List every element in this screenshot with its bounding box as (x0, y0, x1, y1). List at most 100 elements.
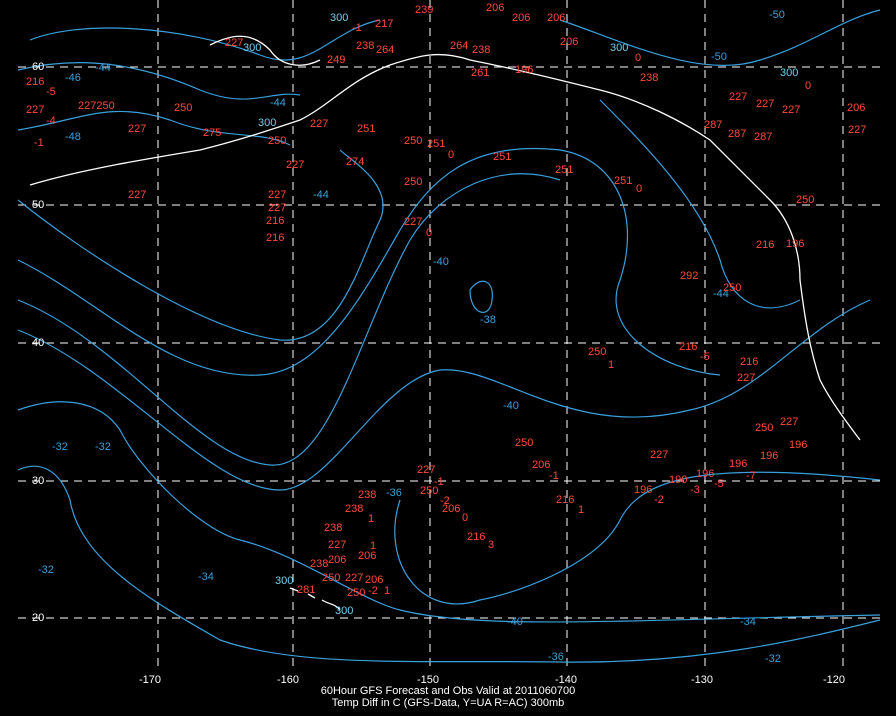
subtitle: Temp Diff in C (GFS-Data, Y=UA R=AC) 300… (332, 697, 565, 709)
station-label: 206 (328, 554, 346, 566)
station-label: 227 (328, 539, 346, 551)
station-label: 250 (755, 422, 773, 434)
station-label: 239 (415, 4, 433, 16)
station-label: -4 (46, 115, 56, 127)
station-label: 216 (266, 232, 284, 244)
station-label: 238 (324, 522, 342, 534)
station-label: 216 (26, 76, 44, 88)
contour-label: -44 (713, 288, 729, 300)
station-label: 249 (327, 54, 345, 66)
station-label: 196 (760, 450, 778, 462)
station-label: 238 (640, 72, 658, 84)
contour-label: -50 (711, 51, 727, 63)
station-label: -1 (352, 22, 362, 34)
station-label: 287 (728, 128, 746, 140)
station-label: -7 (746, 470, 756, 482)
station-label: 300 (330, 12, 348, 24)
contour-label: -38 (480, 314, 496, 326)
station-label: 274 (346, 156, 364, 168)
station-label: 206 (532, 459, 550, 471)
lon-label: -170 (139, 674, 161, 686)
station-label: 287 (704, 119, 722, 131)
station-label: 227 (345, 572, 363, 584)
station-label: -1 (34, 137, 44, 149)
station-label: 227 (310, 118, 328, 130)
station-label: -2 (654, 494, 664, 506)
station-label: 216 (266, 215, 284, 227)
station-label: 300 (243, 42, 261, 54)
station-label: 251 (357, 123, 375, 135)
lat-label: 50 (32, 199, 44, 211)
station-label: 0 (462, 512, 468, 524)
station-label: 250 (174, 102, 192, 114)
lat-label: 20 (32, 612, 44, 624)
station-label: 1 (368, 513, 374, 525)
station-label: 206 (358, 550, 376, 562)
station-label: 250 (420, 485, 438, 497)
station-label: 292 (680, 270, 698, 282)
station-label: 206 (847, 102, 865, 114)
station-label: 250 (404, 135, 422, 147)
station-label: 264 (450, 40, 468, 52)
station-label: 287 (754, 131, 772, 143)
station-label: 300 (275, 575, 293, 587)
station-label: 196 (729, 458, 747, 470)
coastlines (29, 35, 861, 611)
station-label: -1 (434, 476, 444, 488)
title: 60Hour GFS Forecast and Obs Valid at 201… (321, 685, 576, 697)
lat-label: 40 (32, 337, 44, 349)
station-label: 264 (376, 44, 394, 56)
station-label: 250 (322, 572, 340, 584)
station-label: 0 (635, 52, 641, 64)
station-label: 250 (515, 437, 533, 449)
contour-label: -44 (95, 62, 111, 74)
station-label: 238 (358, 489, 376, 501)
lon-label: -120 (823, 674, 845, 686)
contour-label: -34 (740, 616, 756, 628)
station-label: 216 (556, 494, 574, 506)
station-label: 216 (467, 531, 485, 543)
station-label: 196 (789, 439, 807, 451)
station-label: 1 (370, 540, 376, 552)
station-label: 238 (345, 503, 363, 515)
contour-label: -32 (38, 564, 54, 576)
station-label: 196 (634, 484, 652, 496)
station-label: -5 (46, 86, 56, 98)
station-label: 227 (268, 202, 286, 214)
station-label: -1 (549, 470, 559, 482)
station-label: 250 (796, 194, 814, 206)
station-label: 216 (679, 341, 697, 353)
station-label: 238 (310, 558, 328, 570)
station-label: 190 (669, 474, 687, 486)
station-label: 227 (128, 189, 146, 201)
station-label: -5 (700, 351, 710, 363)
contours (17, 9, 881, 663)
station-label: 227 (729, 91, 747, 103)
station-label: -3 (690, 484, 700, 496)
contour-label: -36 (386, 487, 402, 499)
station-label: 227 (650, 449, 668, 461)
station-label: 216 (756, 239, 774, 251)
station-label: 0 (636, 183, 642, 195)
labels: -170 -160 -150 -140 -130 -1206050403020-46-44… (26, 2, 866, 686)
lon-label: -140 (555, 674, 577, 686)
station-label: 250 (404, 176, 422, 188)
station-label: 196 (515, 64, 533, 76)
contour-label: -32 (765, 653, 781, 665)
station-label: 206 (365, 574, 383, 586)
station-label: 227 (26, 104, 44, 116)
station-label: -5 (714, 478, 724, 490)
station-label: 251 (493, 151, 511, 163)
station-label: 227 (782, 104, 800, 116)
station-label: 206 (560, 36, 578, 48)
station-label: 206 (512, 12, 530, 24)
station-label: 227 (286, 159, 304, 171)
contour-label: -36 (548, 651, 564, 663)
station-label: 196 (786, 238, 804, 250)
station-label: -2 (368, 585, 378, 597)
station-label: 300 (258, 117, 276, 129)
station-label: 0 (448, 149, 454, 161)
station-label: 238 (356, 40, 374, 52)
contour-label: -32 (52, 441, 68, 453)
station-label: 251 (555, 164, 573, 176)
